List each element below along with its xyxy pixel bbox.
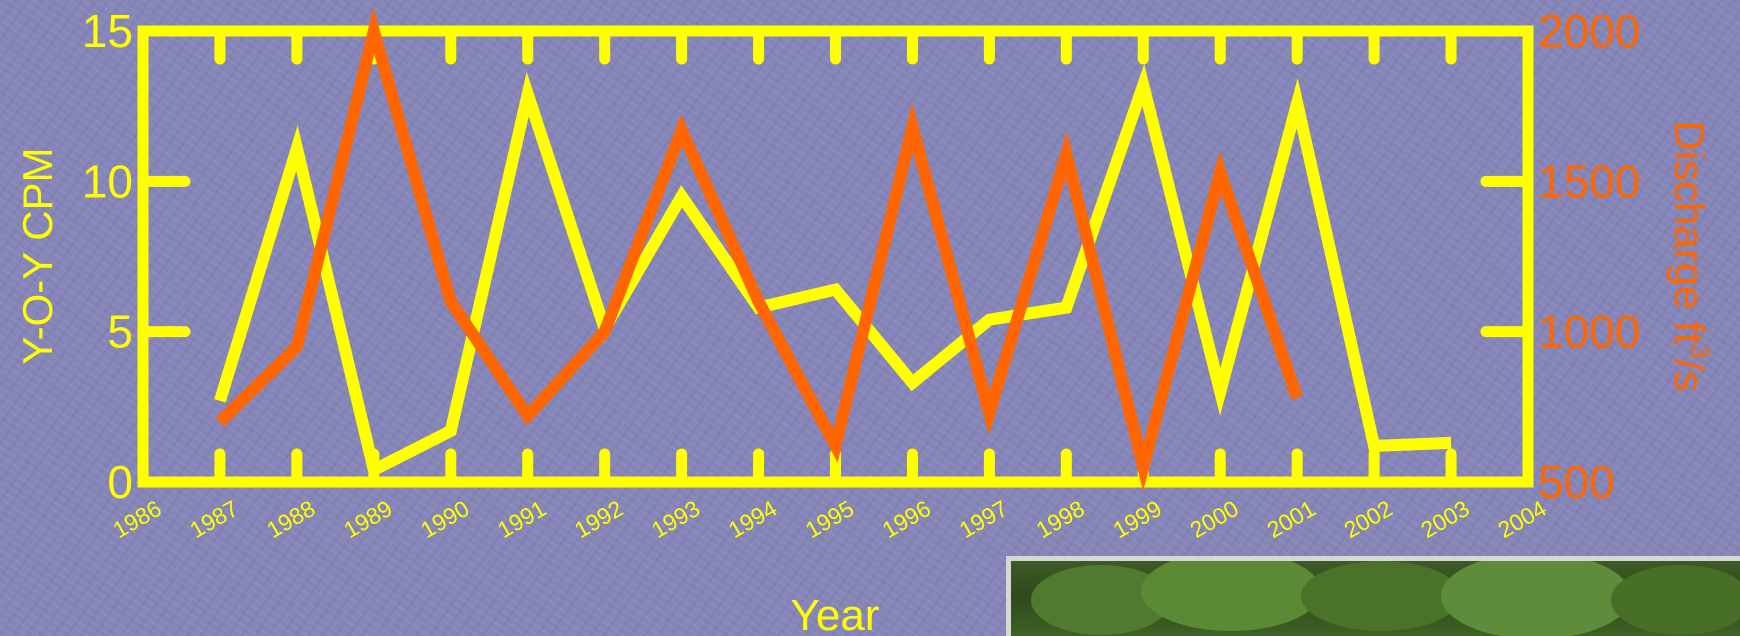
y-left-tick-label: 10 [82, 155, 133, 207]
series-left-point [527, 93, 529, 95]
x-tick-label: 1999 [1109, 495, 1166, 543]
series-right-point [1219, 171, 1221, 173]
series-right-point [219, 421, 221, 423]
series-left-point [1219, 391, 1221, 393]
y-axis-title-right: Discharge ft3/s [1666, 120, 1715, 391]
x-tick-label: 1996 [878, 495, 935, 543]
x-tick-label: 1993 [647, 495, 704, 543]
series-left-point [1296, 102, 1298, 104]
series-right-point [911, 126, 913, 128]
series-right-point [758, 301, 760, 303]
series-left-point [835, 289, 837, 291]
series-left-point [296, 147, 298, 149]
series-left-point [988, 319, 990, 321]
x-tick-label: 1997 [955, 495, 1012, 543]
x-tick-label: 2002 [1339, 495, 1396, 543]
series-right-point [681, 129, 683, 131]
x-tick-label: 1995 [801, 495, 858, 543]
y-left-tick-label: 15 [82, 5, 133, 57]
series-right-line [215, 7, 1303, 492]
x-tick-label: 2000 [1186, 495, 1243, 543]
series-left-point [450, 430, 452, 432]
x-axis-title: Year [791, 591, 880, 636]
x-tick-label: 1987 [185, 495, 242, 543]
series-left-point [1450, 442, 1452, 444]
series-right-point [450, 301, 452, 303]
series-left-point [219, 400, 221, 402]
series-left-line [214, 64, 1452, 479]
series-right-point [1142, 466, 1144, 468]
series-left-point [373, 469, 375, 471]
x-tick-label: 1991 [493, 495, 550, 543]
y-right-tick-label: 2000 [1538, 5, 1640, 57]
series-right-point [988, 412, 990, 414]
y-axis-title-right-tail: /s [1666, 359, 1713, 392]
y-left-tick-label: 5 [107, 306, 133, 358]
series-left-point [1373, 445, 1375, 447]
series-left-point [1065, 307, 1067, 309]
svg-text:Discharge ft3/s: Discharge ft3/s [1666, 120, 1715, 391]
series-right-point [296, 346, 298, 348]
x-tick-label: 1989 [339, 495, 396, 543]
series-right-point [527, 415, 529, 417]
x-tick-label: 2001 [1263, 495, 1320, 543]
series-left-point [681, 195, 683, 197]
y-axis-title-right-sup: 3 [1685, 344, 1715, 358]
series-right-point [835, 445, 837, 447]
series-group [214, 7, 1452, 492]
river-photo [1006, 556, 1740, 636]
y-right-tick-label: 1500 [1538, 155, 1640, 207]
axis-ticks [137, 25, 1534, 488]
x-tick-label: 1998 [1032, 495, 1089, 543]
series-right-point [604, 331, 606, 333]
y-right-tick-label: 500 [1538, 456, 1615, 508]
x-tick-label: 1994 [724, 495, 781, 543]
series-right-point [373, 30, 375, 32]
x-tick-label: 1992 [570, 495, 627, 543]
x-tick-label: 2003 [1416, 495, 1473, 543]
series-left-point [1142, 84, 1144, 86]
x-tick-label: 1990 [416, 495, 473, 543]
x-tick-label: 1988 [262, 495, 319, 543]
y-axis-title-left: Y-O-Y CPM [14, 147, 61, 364]
y-axis-title-right-base: Discharge ft [1666, 120, 1713, 344]
plot-frame [137, 25, 1534, 488]
axis-labels: 1986 1987 1988 1989 1990 1991 1992 1993 1994 1995… [82, 5, 1641, 543]
series-right-point [1065, 153, 1067, 155]
y-right-tick-label: 1000 [1538, 306, 1640, 358]
plot-border [137, 25, 1534, 488]
series-left-point [911, 382, 913, 384]
series-right-point [1296, 397, 1298, 399]
y-left-tick-label: 0 [107, 456, 133, 508]
